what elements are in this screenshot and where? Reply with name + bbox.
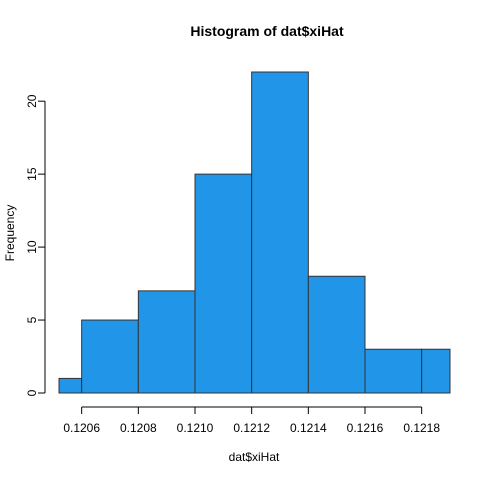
histogram-bar-7 — [421, 348, 451, 394]
x-tick-label-0: 0.1206 — [63, 421, 100, 435]
histogram-bar-3 — [194, 173, 253, 394]
x-tick-label-2: 0.1210 — [177, 421, 214, 435]
histogram-bar-5 — [307, 275, 366, 394]
x-axis: 0.1206 0.1208 0.1210 0.1212 0.1214 0.1216 0.12… — [63, 406, 440, 435]
histogram-bar-2 — [137, 290, 196, 394]
chart-title: Histogram of dat$xiHat — [190, 23, 344, 39]
y-tick-label-4: 20 — [25, 94, 39, 108]
y-tick-label-2: 10 — [25, 240, 39, 254]
histogram-bar-1 — [81, 319, 139, 394]
x-tick-label-5: 0.1216 — [347, 421, 384, 435]
x-tick-label-3: 0.1212 — [233, 421, 270, 435]
x-tick-label-6: 0.1218 — [403, 421, 440, 435]
histogram-bar-4 — [251, 71, 309, 394]
y-tick-label-1: 5 — [25, 316, 39, 323]
y-axis-label: Frequency — [3, 205, 17, 262]
y-axis: 0 5 10 15 20 — [25, 94, 46, 396]
y-tick-label-3: 15 — [25, 167, 39, 181]
histogram-bar-6 — [364, 348, 423, 394]
x-tick-label-4: 0.1214 — [290, 421, 327, 435]
x-axis-label: dat$xiHat — [229, 450, 280, 464]
y-tick-label-0: 0 — [25, 389, 39, 396]
histogram-bar-0 — [58, 377, 83, 394]
bars-group — [58, 71, 451, 394]
x-tick-label-1: 0.1208 — [120, 421, 157, 435]
